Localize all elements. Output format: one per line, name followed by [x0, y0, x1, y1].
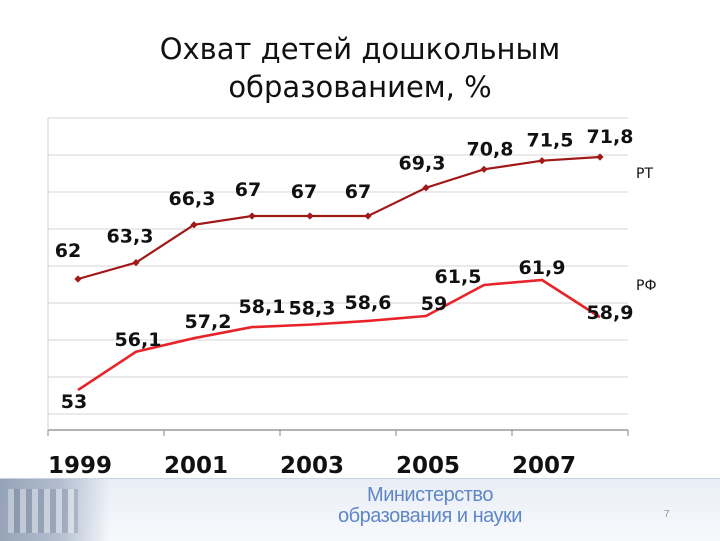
data-point-marker	[306, 212, 314, 220]
data-point-marker	[74, 275, 82, 283]
data-label: 58,1	[239, 296, 286, 318]
data-label: 67	[291, 181, 317, 203]
x-tick-label: 1999	[48, 453, 112, 479]
x-tick-label: 2001	[164, 453, 228, 479]
series-name-label: РФ	[636, 278, 657, 294]
data-label: 62	[55, 240, 81, 262]
data-label: 70,8	[467, 138, 514, 160]
slide-title-line2: образованием, %	[228, 70, 492, 104]
data-point-marker	[480, 165, 488, 173]
series-name-label: РТ	[636, 166, 653, 182]
x-tick-label: 2003	[280, 453, 344, 479]
data-label: 71,5	[527, 130, 574, 152]
data-label: 58,9	[587, 302, 634, 324]
data-point-marker	[596, 153, 604, 161]
data-label: 58,3	[289, 298, 336, 320]
coverage-line-chart: 1999 2001 2003 2005 2007 62 63,3 66,3 67 67 67 69,3…	[47, 117, 657, 479]
x-tick-label: 2007	[512, 453, 576, 479]
data-label: 59	[421, 293, 447, 315]
slide-title: Охват детей дошкольным образованием, %	[120, 30, 600, 106]
ministry-line2: образования и науки	[338, 505, 522, 527]
data-point-marker	[132, 259, 140, 267]
ministry-line1: Министерство	[367, 484, 493, 506]
data-label: 66,3	[169, 188, 216, 210]
data-point-marker	[364, 212, 372, 220]
data-label: 61,5	[435, 266, 482, 288]
data-label: 67	[235, 179, 261, 201]
data-label: 53	[61, 391, 87, 413]
data-label: 67	[345, 181, 371, 203]
data-label: 71,8	[587, 126, 634, 148]
series-line-rf	[77, 278, 601, 392]
slide-title-line1: Охват детей дошкольным	[159, 32, 561, 66]
data-label: 56,1	[115, 329, 162, 351]
building-photo	[0, 479, 110, 541]
series-line-rt	[77, 155, 601, 281]
data-point-marker	[190, 221, 198, 229]
data-label: 63,3	[107, 226, 154, 248]
page-number: 7	[664, 509, 670, 520]
data-label: 57,2	[185, 311, 232, 333]
data-label: 69,3	[399, 153, 446, 175]
data-point-marker	[248, 212, 256, 220]
data-point-marker	[538, 157, 546, 165]
ministry-logo-text: Министерство образования и науки	[300, 485, 560, 527]
data-label: 61,9	[519, 257, 566, 279]
footer-band: Министерство образования и науки 7	[0, 478, 720, 541]
data-point-marker	[422, 184, 430, 192]
data-label: 58,6	[345, 292, 392, 314]
x-tick-label: 2005	[396, 453, 460, 479]
